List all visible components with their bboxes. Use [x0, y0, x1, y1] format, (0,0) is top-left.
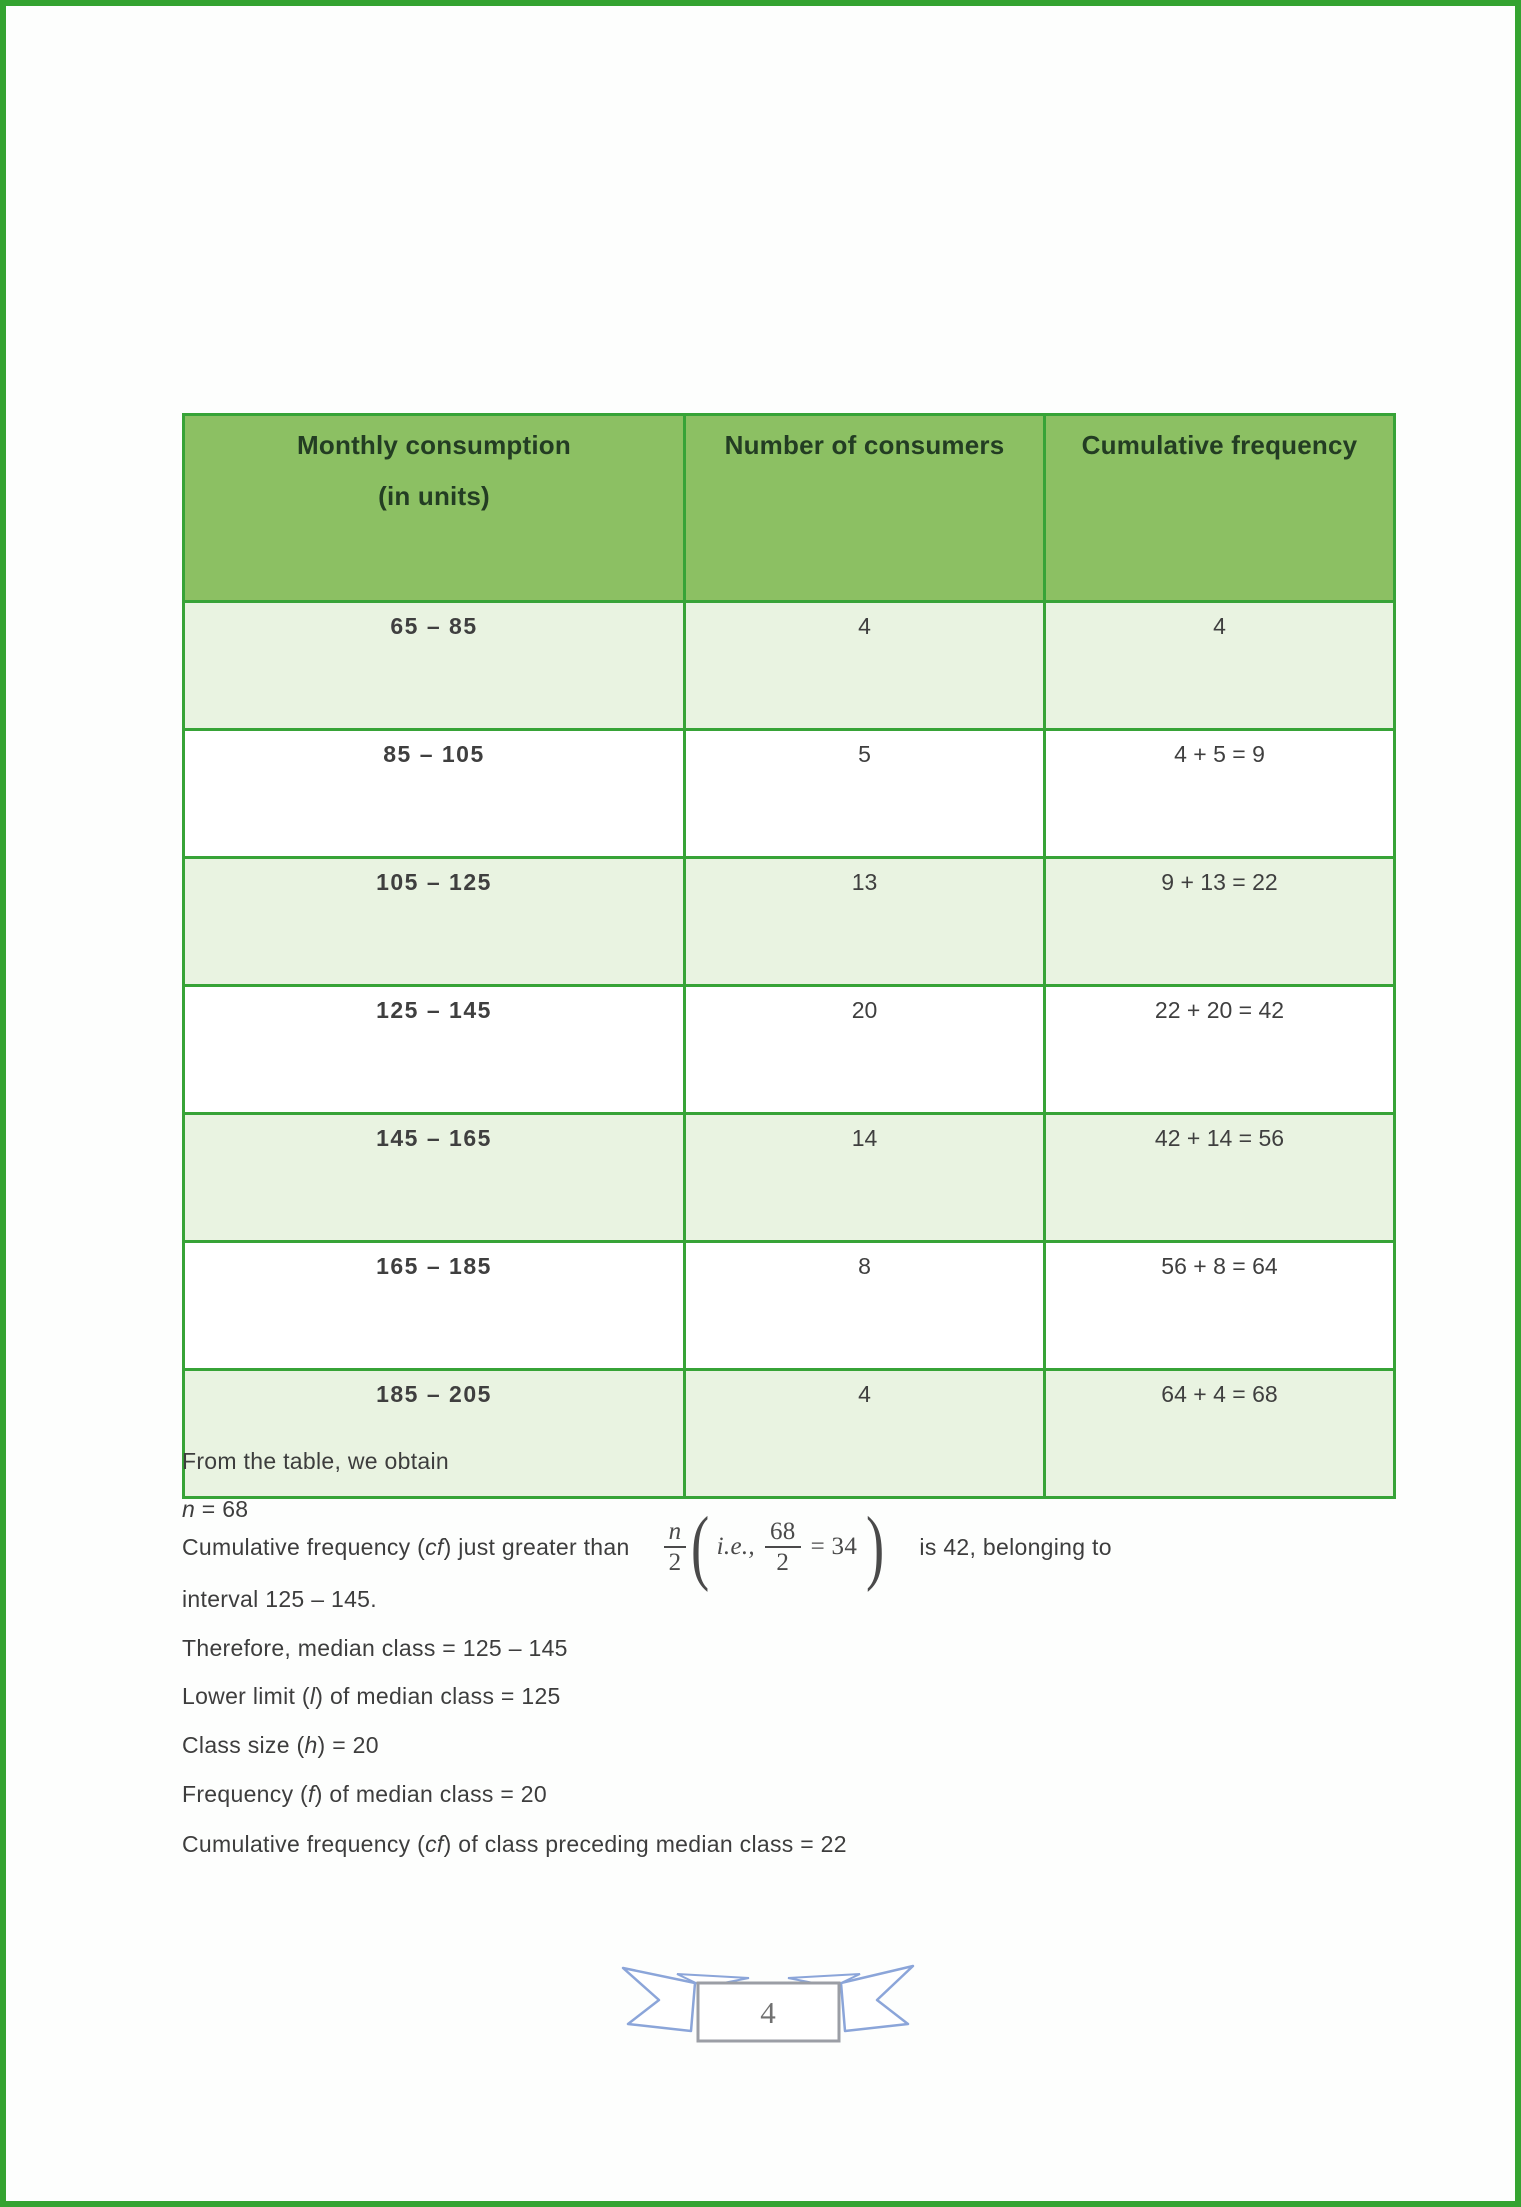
var-l: l — [309, 1683, 316, 1709]
line-lower-limit: Lower limit (l) of median class = 125 — [182, 1683, 561, 1709]
table-row: 145 – 165 14 42 + 14 = 56 — [182, 1112, 1396, 1243]
interval-cell: 85 – 105 — [182, 728, 686, 859]
interval-cell: 145 – 165 — [182, 1112, 686, 1243]
var-h: h — [304, 1732, 318, 1758]
cumulative-cell: 42 + 14 = 56 — [1043, 1112, 1396, 1243]
consumers-cell: 20 — [683, 984, 1046, 1115]
header-subtitle: (in units) — [378, 481, 490, 511]
header-monthly-consumption: Monthly consumption (in units) — [182, 413, 686, 603]
cumulative-cell: 64 + 4 = 68 — [1043, 1368, 1396, 1499]
consumers-cell: 4 — [683, 600, 1046, 731]
header-cumulative-frequency: Cumulative frequency — [1043, 413, 1396, 603]
header-number-of-consumers: Number of consumers — [683, 413, 1046, 603]
consumers-cell: 8 — [683, 1240, 1046, 1371]
table-row: 125 – 145 20 22 + 20 = 42 — [182, 984, 1396, 1115]
interval-cell: 65 – 85 — [182, 600, 686, 731]
header-title: Monthly consumption — [297, 430, 571, 460]
table-header-row: Monthly consumption (in units) Number of… — [182, 413, 1396, 603]
consumers-cell: 14 — [683, 1112, 1046, 1243]
consumers-cell: 5 — [683, 728, 1046, 859]
ribbon-right-tail — [839, 1964, 915, 2033]
open-paren: ( — [691, 1500, 710, 1594]
var-f: f — [308, 1781, 315, 1807]
table-row: 85 – 105 5 4 + 5 = 9 — [182, 728, 1396, 859]
cumulative-cell: 4 + 5 = 9 — [1043, 728, 1396, 859]
interval-cell: 125 – 145 — [182, 984, 686, 1115]
var-cf: cf — [425, 1534, 444, 1560]
interval-cell: 165 – 185 — [182, 1240, 686, 1371]
close-paren: ) — [866, 1500, 885, 1594]
ribbon-panel — [696, 1981, 841, 2043]
interval-cell: 185 – 205 — [182, 1368, 686, 1499]
line-cumulative-frequency: Cumulative frequency (cf) just greater t… — [182, 1500, 1112, 1594]
cumulative-cell: 9 + 13 = 22 — [1043, 856, 1396, 987]
consumers-cell: 4 — [683, 1368, 1046, 1499]
page-number-ribbon: 4 — [621, 1964, 915, 2043]
line-frequency: Frequency (f) of median class = 20 — [182, 1781, 547, 1807]
line-median-class: Therefore, median class = 125 – 145 — [182, 1635, 568, 1661]
ribbon-left-tail — [621, 1966, 697, 2033]
ie-label: i.e., — [716, 1533, 755, 1560]
cumulative-cell: 22 + 20 = 42 — [1043, 984, 1396, 1115]
header-title: Number of consumers — [724, 430, 1005, 460]
page-number: 4 — [760, 1995, 776, 2030]
line-from-table: From the table, we obtain — [182, 1448, 450, 1474]
table-row: 165 – 185 8 56 + 8 = 64 — [182, 1240, 1396, 1371]
equals-result: = 34 — [810, 1533, 858, 1560]
table-row: 105 – 125 13 9 + 13 = 22 — [182, 856, 1396, 987]
table-row: 185 – 205 4 64 + 4 = 68 — [182, 1368, 1396, 1499]
line-interval: interval 125 – 145. — [182, 1586, 377, 1612]
consumers-cell: 13 — [683, 856, 1046, 987]
table-row: 65 – 85 4 4 — [182, 600, 1396, 731]
frequency-table: Monthly consumption (in units) Number of… — [182, 413, 1396, 1499]
cumulative-cell: 4 — [1043, 600, 1396, 731]
header-title: Cumulative frequency — [1081, 430, 1358, 460]
fraction-68-2: 68 2 — [764, 1518, 801, 1577]
var-n: n — [182, 1496, 196, 1522]
line-n-equals: n = 68 — [182, 1496, 249, 1522]
line-class-size: Class size (h) = 20 — [182, 1732, 379, 1758]
var-cf: cf — [425, 1831, 444, 1857]
interval-cell: 105 – 125 — [182, 856, 686, 987]
cumulative-cell: 56 + 8 = 64 — [1043, 1240, 1396, 1371]
line-cf-preceding: Cumulative frequency (cf) of class prece… — [182, 1831, 847, 1857]
